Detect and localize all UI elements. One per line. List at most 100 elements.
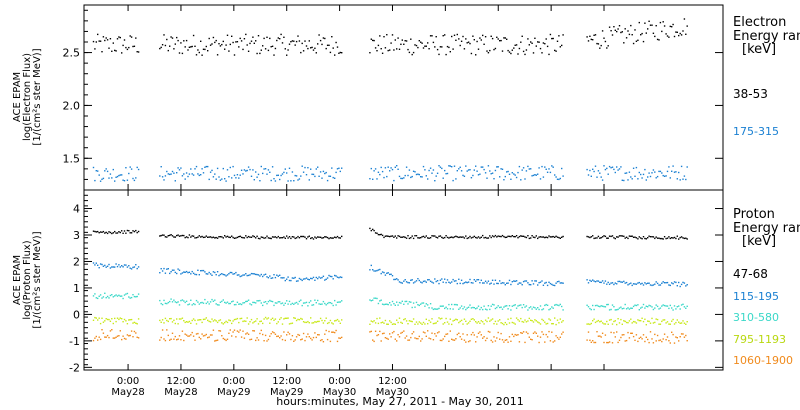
point <box>212 271 215 273</box>
point <box>269 171 271 173</box>
point <box>465 38 467 40</box>
point <box>115 336 117 338</box>
point <box>273 236 275 238</box>
point <box>123 318 126 321</box>
point <box>539 47 542 50</box>
point <box>603 341 605 344</box>
point <box>319 303 322 305</box>
point <box>301 42 303 45</box>
point <box>228 302 230 305</box>
point <box>97 339 99 341</box>
point <box>287 49 289 51</box>
point <box>397 235 399 237</box>
point <box>381 321 384 323</box>
point <box>432 41 435 44</box>
point <box>267 338 270 341</box>
point <box>396 48 398 50</box>
point <box>130 268 133 270</box>
point <box>620 235 622 237</box>
point <box>329 51 332 54</box>
point <box>111 318 113 320</box>
point <box>310 337 312 340</box>
point <box>208 320 210 323</box>
point <box>318 34 320 36</box>
point <box>137 337 140 339</box>
point <box>463 48 466 50</box>
point <box>277 275 279 277</box>
data-points <box>92 18 688 344</box>
point <box>215 39 217 42</box>
point <box>214 299 216 301</box>
point <box>111 232 113 235</box>
point <box>317 166 319 168</box>
point <box>187 175 189 178</box>
point <box>515 176 518 179</box>
point <box>102 265 105 267</box>
point <box>161 270 164 272</box>
point <box>164 44 167 47</box>
point <box>119 266 121 268</box>
point <box>167 173 169 175</box>
point <box>257 300 260 302</box>
point <box>442 338 444 340</box>
point <box>403 330 405 332</box>
point <box>310 300 312 302</box>
point <box>654 283 656 285</box>
point <box>662 304 664 306</box>
point <box>558 178 560 181</box>
point <box>242 48 244 51</box>
point <box>637 319 639 321</box>
point <box>494 47 497 50</box>
point <box>290 237 292 240</box>
point <box>201 54 203 56</box>
point <box>314 299 316 301</box>
point <box>475 321 477 323</box>
point <box>427 42 429 44</box>
point <box>656 237 659 239</box>
point <box>641 317 643 319</box>
point <box>463 175 466 177</box>
point <box>197 332 199 335</box>
point <box>673 323 676 325</box>
point <box>159 235 161 237</box>
point <box>334 320 336 322</box>
point <box>661 282 663 284</box>
point <box>618 322 621 324</box>
point <box>370 229 372 232</box>
point <box>112 232 114 234</box>
point <box>431 172 433 174</box>
point <box>625 321 628 324</box>
point <box>242 330 244 332</box>
point <box>259 320 261 323</box>
point <box>654 35 656 38</box>
point <box>231 271 233 274</box>
point <box>216 167 219 170</box>
point <box>435 236 437 238</box>
point <box>651 317 653 320</box>
point <box>314 175 316 178</box>
point <box>535 308 537 310</box>
point <box>475 54 477 56</box>
point <box>317 277 319 280</box>
point <box>472 306 474 309</box>
point <box>586 304 588 306</box>
point <box>436 237 439 239</box>
point <box>294 339 296 341</box>
point <box>218 304 220 306</box>
point <box>415 301 418 304</box>
point <box>654 171 656 173</box>
point <box>546 236 549 239</box>
point <box>432 235 435 237</box>
point <box>262 322 264 325</box>
point <box>417 338 419 340</box>
point <box>445 235 447 237</box>
point <box>394 323 396 325</box>
point <box>190 299 192 301</box>
point <box>396 237 398 239</box>
point <box>442 323 444 325</box>
point <box>537 173 539 175</box>
point <box>551 323 553 325</box>
point <box>94 48 96 50</box>
point <box>171 170 174 173</box>
point <box>331 322 333 324</box>
